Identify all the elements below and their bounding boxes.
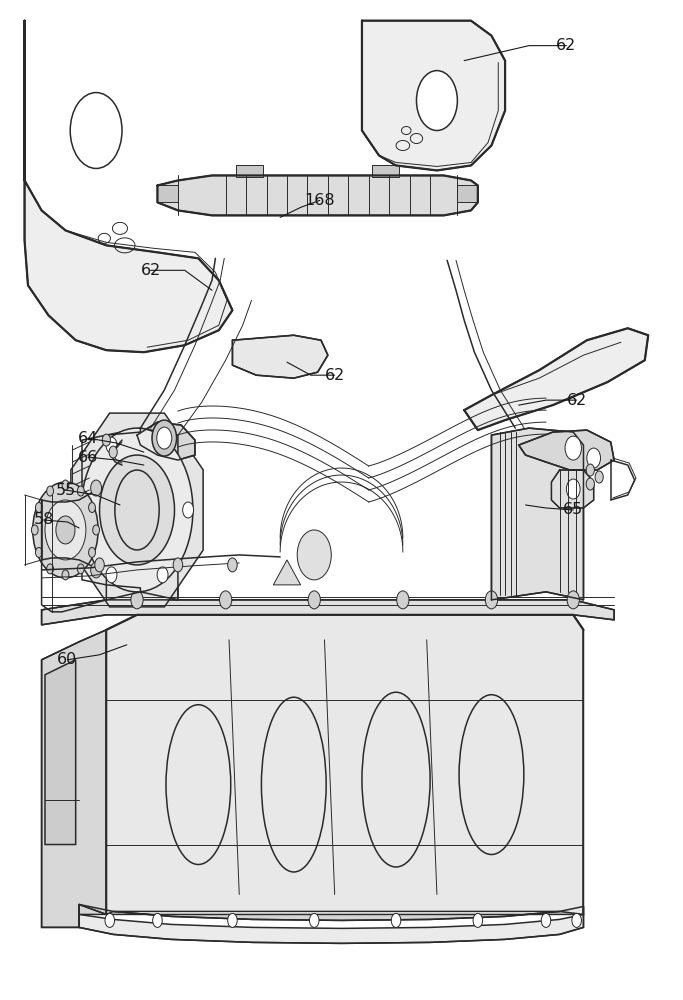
Polygon shape <box>551 470 594 508</box>
Text: 62: 62 <box>141 263 161 278</box>
Circle shape <box>95 558 104 572</box>
Circle shape <box>62 570 69 580</box>
Polygon shape <box>273 560 301 585</box>
Text: 58: 58 <box>33 512 54 527</box>
Text: 66: 66 <box>78 450 98 465</box>
Text: 62: 62 <box>557 38 576 53</box>
Circle shape <box>595 471 603 483</box>
Circle shape <box>62 480 69 490</box>
Circle shape <box>486 591 498 609</box>
Text: 65: 65 <box>563 502 583 517</box>
Circle shape <box>81 428 193 592</box>
Circle shape <box>100 455 174 565</box>
Circle shape <box>56 516 75 544</box>
Circle shape <box>308 591 320 609</box>
Polygon shape <box>107 615 583 914</box>
Circle shape <box>77 564 84 574</box>
Circle shape <box>397 591 409 609</box>
Circle shape <box>586 464 594 476</box>
Circle shape <box>102 434 111 446</box>
Polygon shape <box>372 165 400 177</box>
Polygon shape <box>458 185 478 202</box>
Circle shape <box>541 913 550 927</box>
Circle shape <box>587 448 600 468</box>
Circle shape <box>565 436 581 460</box>
Circle shape <box>105 913 115 927</box>
Circle shape <box>417 71 458 131</box>
Circle shape <box>46 564 53 574</box>
Circle shape <box>93 525 100 535</box>
Circle shape <box>31 525 38 535</box>
Circle shape <box>566 479 580 499</box>
Text: 62: 62 <box>324 368 345 383</box>
Circle shape <box>173 558 182 572</box>
Polygon shape <box>71 413 203 607</box>
Text: 64: 64 <box>78 431 98 446</box>
Polygon shape <box>42 630 107 927</box>
Circle shape <box>45 500 86 560</box>
Polygon shape <box>158 185 178 202</box>
Circle shape <box>152 420 176 456</box>
Circle shape <box>91 480 102 496</box>
Circle shape <box>106 437 117 453</box>
Circle shape <box>586 478 594 490</box>
Circle shape <box>91 562 102 578</box>
Text: 55: 55 <box>55 483 76 498</box>
Polygon shape <box>362 21 505 170</box>
Circle shape <box>309 913 319 927</box>
Circle shape <box>89 547 96 557</box>
Polygon shape <box>79 904 583 920</box>
Polygon shape <box>236 165 263 177</box>
Circle shape <box>157 567 168 583</box>
Circle shape <box>36 502 42 512</box>
Circle shape <box>182 502 193 518</box>
Circle shape <box>131 591 143 609</box>
Text: 60: 60 <box>57 652 78 667</box>
Circle shape <box>157 437 168 453</box>
Circle shape <box>36 547 42 557</box>
Circle shape <box>81 502 92 518</box>
Polygon shape <box>25 21 232 352</box>
Text: 168: 168 <box>305 193 335 208</box>
Circle shape <box>106 567 117 583</box>
Circle shape <box>297 530 331 580</box>
Circle shape <box>89 502 96 512</box>
Polygon shape <box>158 175 478 215</box>
Circle shape <box>46 486 53 496</box>
Circle shape <box>157 427 172 449</box>
Circle shape <box>219 591 232 609</box>
Polygon shape <box>79 914 583 943</box>
Polygon shape <box>492 428 583 600</box>
Polygon shape <box>107 428 178 600</box>
Polygon shape <box>464 328 648 430</box>
Text: 62: 62 <box>566 393 587 408</box>
Circle shape <box>153 913 163 927</box>
Circle shape <box>567 591 579 609</box>
Circle shape <box>227 558 237 572</box>
Circle shape <box>109 446 117 458</box>
Circle shape <box>77 486 84 496</box>
Circle shape <box>473 913 483 927</box>
Polygon shape <box>137 422 195 460</box>
Circle shape <box>227 913 237 927</box>
Circle shape <box>391 913 401 927</box>
Circle shape <box>70 93 122 168</box>
Polygon shape <box>518 430 614 470</box>
Polygon shape <box>232 335 328 378</box>
Polygon shape <box>42 600 614 625</box>
Circle shape <box>572 913 581 927</box>
Polygon shape <box>45 660 76 845</box>
Circle shape <box>33 482 98 578</box>
